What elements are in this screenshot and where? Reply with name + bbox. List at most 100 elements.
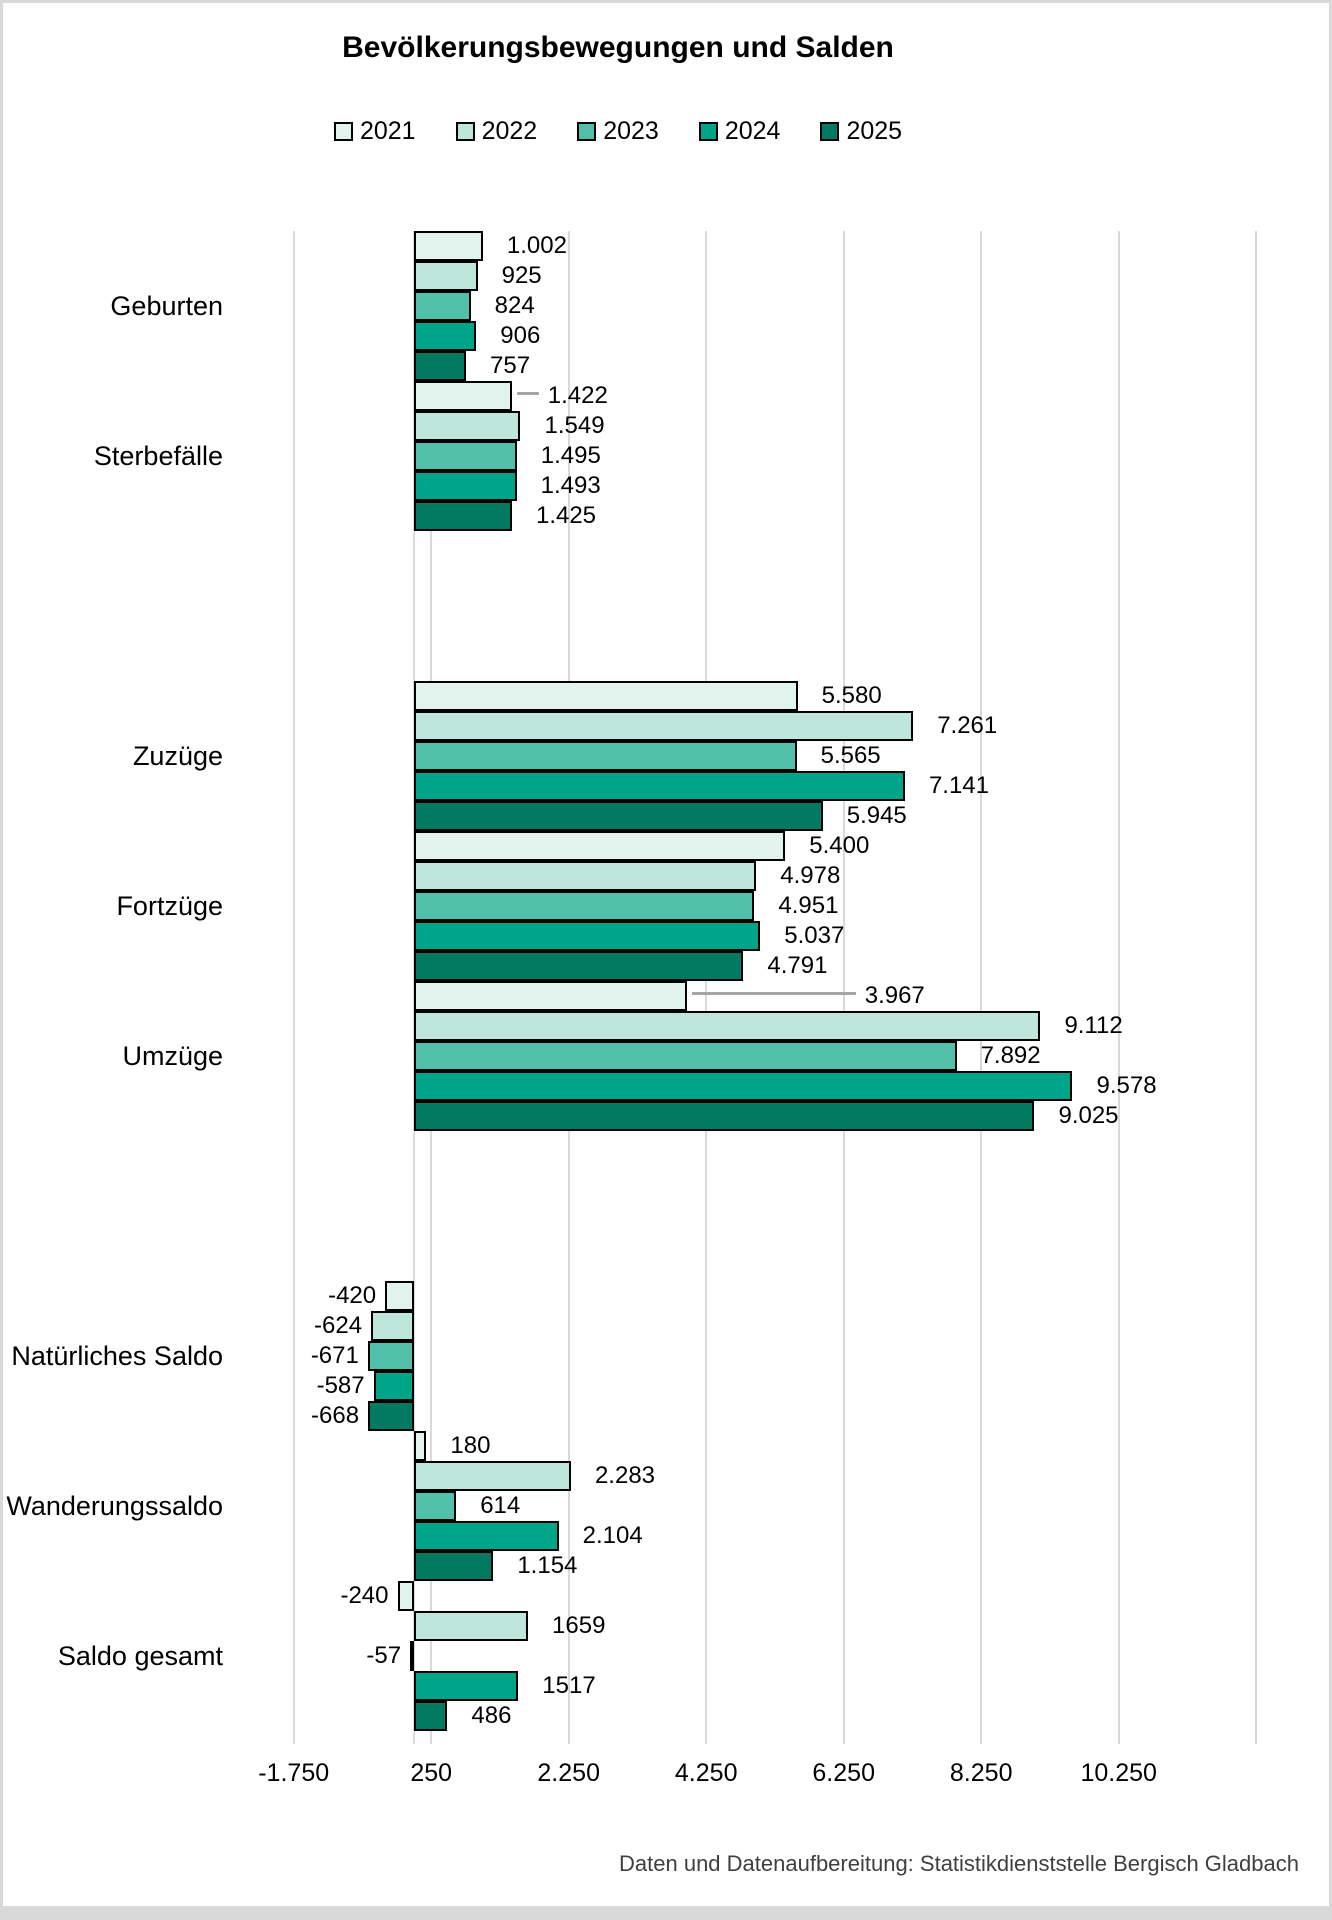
bar-value-label: -624	[314, 1312, 363, 1339]
bar-Zuzüge-2024	[414, 771, 905, 801]
bar-value-label: 180	[450, 1432, 491, 1459]
bar-Fortzüge-2025	[414, 951, 744, 981]
gridline	[842, 231, 845, 1744]
footer-credit: Daten und Datenaufbereitung: Statistikdi…	[619, 1851, 1299, 1876]
bar-Geburten-2025	[414, 351, 467, 381]
legend: 2021 2022 2023 2024 2025	[3, 117, 1233, 146]
bar-Geburten-2021	[414, 231, 483, 261]
category-label: Geburten	[110, 291, 223, 321]
bar-Saldo gesamt-2024	[414, 1671, 519, 1701]
category-label: Wanderungssaldo	[6, 1491, 223, 1521]
legend-swatch-2025	[820, 122, 840, 141]
bar-Wanderungssaldo-2021	[414, 1431, 427, 1461]
bar-value-label: -587	[316, 1372, 365, 1399]
bar-Saldo gesamt-2021	[397, 1581, 414, 1611]
bar-Wanderungssaldo-2022	[414, 1461, 571, 1491]
bar-Saldo gesamt-2023	[410, 1641, 415, 1671]
gridline	[980, 231, 983, 1744]
bar-value-label: 1.493	[540, 472, 601, 499]
legend-label: 2021	[359, 117, 416, 145]
bar-value-label: 7.892	[980, 1042, 1041, 1069]
bar-value-label: 7.261	[937, 712, 998, 739]
bar-value-label: 4.951	[778, 892, 839, 919]
bar-Wanderungssaldo-2025	[414, 1551, 494, 1581]
bar-value-label: 5.945	[846, 802, 907, 829]
bar-value-label: 1.154	[517, 1552, 578, 1579]
bar-value-label: 1.002	[506, 232, 567, 259]
legend-swatch-2022	[455, 122, 475, 141]
legend-label: 2024	[724, 117, 781, 145]
bottom-window-edge	[3, 1906, 1329, 1917]
bar-Umzüge-2024	[414, 1071, 1073, 1101]
bar-value-label: 1.549	[544, 412, 605, 439]
bar-value-label: 3.967	[864, 982, 925, 1009]
bar-Natürliches Saldo-2023	[367, 1341, 414, 1371]
bar-Zuzüge-2023	[414, 741, 797, 771]
bar-Fortzüge-2022	[414, 861, 757, 891]
bar-Wanderungssaldo-2024	[414, 1521, 559, 1551]
gridline	[1255, 231, 1258, 1744]
legend-label: 2022	[481, 117, 538, 145]
bar-value-label: 757	[490, 352, 531, 379]
category-label: Fortzüge	[116, 891, 223, 921]
leader-line	[516, 392, 539, 395]
bar-Wanderungssaldo-2023	[414, 1491, 457, 1521]
bar-value-label: 925	[501, 262, 542, 289]
bar-Umzüge-2023	[414, 1041, 957, 1071]
bar-value-label: 4.978	[780, 862, 841, 889]
category-label: Sterbefälle	[93, 441, 223, 471]
x-axis-tick-label: 6.250	[812, 1759, 875, 1787]
bar-Geburten-2022	[414, 261, 478, 291]
bar-Zuzüge-2025	[414, 801, 823, 831]
legend-label: 2023	[603, 117, 659, 145]
legend-swatch-2023	[577, 122, 597, 141]
bar-Umzüge-2021	[414, 981, 687, 1011]
legend-item-2023: 2023	[577, 117, 659, 146]
x-axis-tick-label: 2.250	[537, 1759, 600, 1787]
legend-item-2021: 2021	[333, 117, 416, 146]
bar-Sterbefälle-2022	[414, 411, 521, 441]
gridline	[705, 231, 708, 1744]
category-label: Natürliches Saldo	[11, 1341, 223, 1371]
bar-value-label: -420	[328, 1282, 377, 1309]
category-label: Umzüge	[122, 1041, 223, 1071]
bar-value-label: 614	[480, 1492, 521, 1519]
legend-item-2024: 2024	[698, 117, 781, 146]
bar-value-label: 5.565	[820, 742, 881, 769]
bar-value-label: 2.283	[594, 1462, 656, 1489]
bar-value-label: 5.037	[784, 922, 845, 949]
bar-Fortzüge-2023	[414, 891, 755, 921]
x-axis-tick-label: 10.250	[1080, 1759, 1157, 1787]
bar-value-label: 9.025	[1058, 1102, 1119, 1129]
bar-Fortzüge-2021	[414, 831, 786, 861]
bar-value-label: 7.141	[928, 772, 989, 799]
x-axis-tick-label: -1.750	[258, 1759, 330, 1787]
gridline	[292, 231, 295, 1744]
x-axis-tick-label: 250	[410, 1759, 453, 1787]
bar-Natürliches Saldo-2024	[373, 1371, 414, 1401]
plot-area: Geburten 1.002 925 824 906 757 Sterbefälle 1.42…	[3, 3, 1329, 1917]
bar-value-label: 2.104	[582, 1522, 643, 1549]
bar-Sterbefälle-2025	[414, 501, 512, 531]
bar-value-label: -671	[310, 1342, 359, 1369]
bar-value-label: -668	[311, 1402, 360, 1429]
bar-Sterbefälle-2023	[414, 441, 517, 471]
bar-Sterbefälle-2024	[414, 471, 517, 501]
gridline	[1117, 231, 1120, 1744]
bar-Fortzüge-2024	[414, 921, 761, 951]
legend-item-2022: 2022	[455, 117, 538, 146]
legend-item-2025: 2025	[820, 117, 902, 146]
chart-title: Bevölkerungsbewegungen und Salden	[342, 31, 894, 64]
bar-value-label: 1517	[542, 1672, 596, 1699]
bar-value-label: 9.578	[1096, 1072, 1157, 1099]
bar-Natürliches Saldo-2025	[368, 1401, 414, 1431]
bar-Natürliches Saldo-2022	[371, 1311, 414, 1341]
bar-Geburten-2024	[414, 321, 477, 351]
bar-value-label: 1659	[552, 1612, 606, 1639]
bar-value-label: 824	[494, 292, 535, 319]
bar-value-label: 9.112	[1064, 1012, 1123, 1039]
legend-label: 2025	[846, 117, 903, 145]
bar-value-label: -57	[366, 1642, 402, 1669]
bar-Umzüge-2022	[414, 1011, 1041, 1041]
